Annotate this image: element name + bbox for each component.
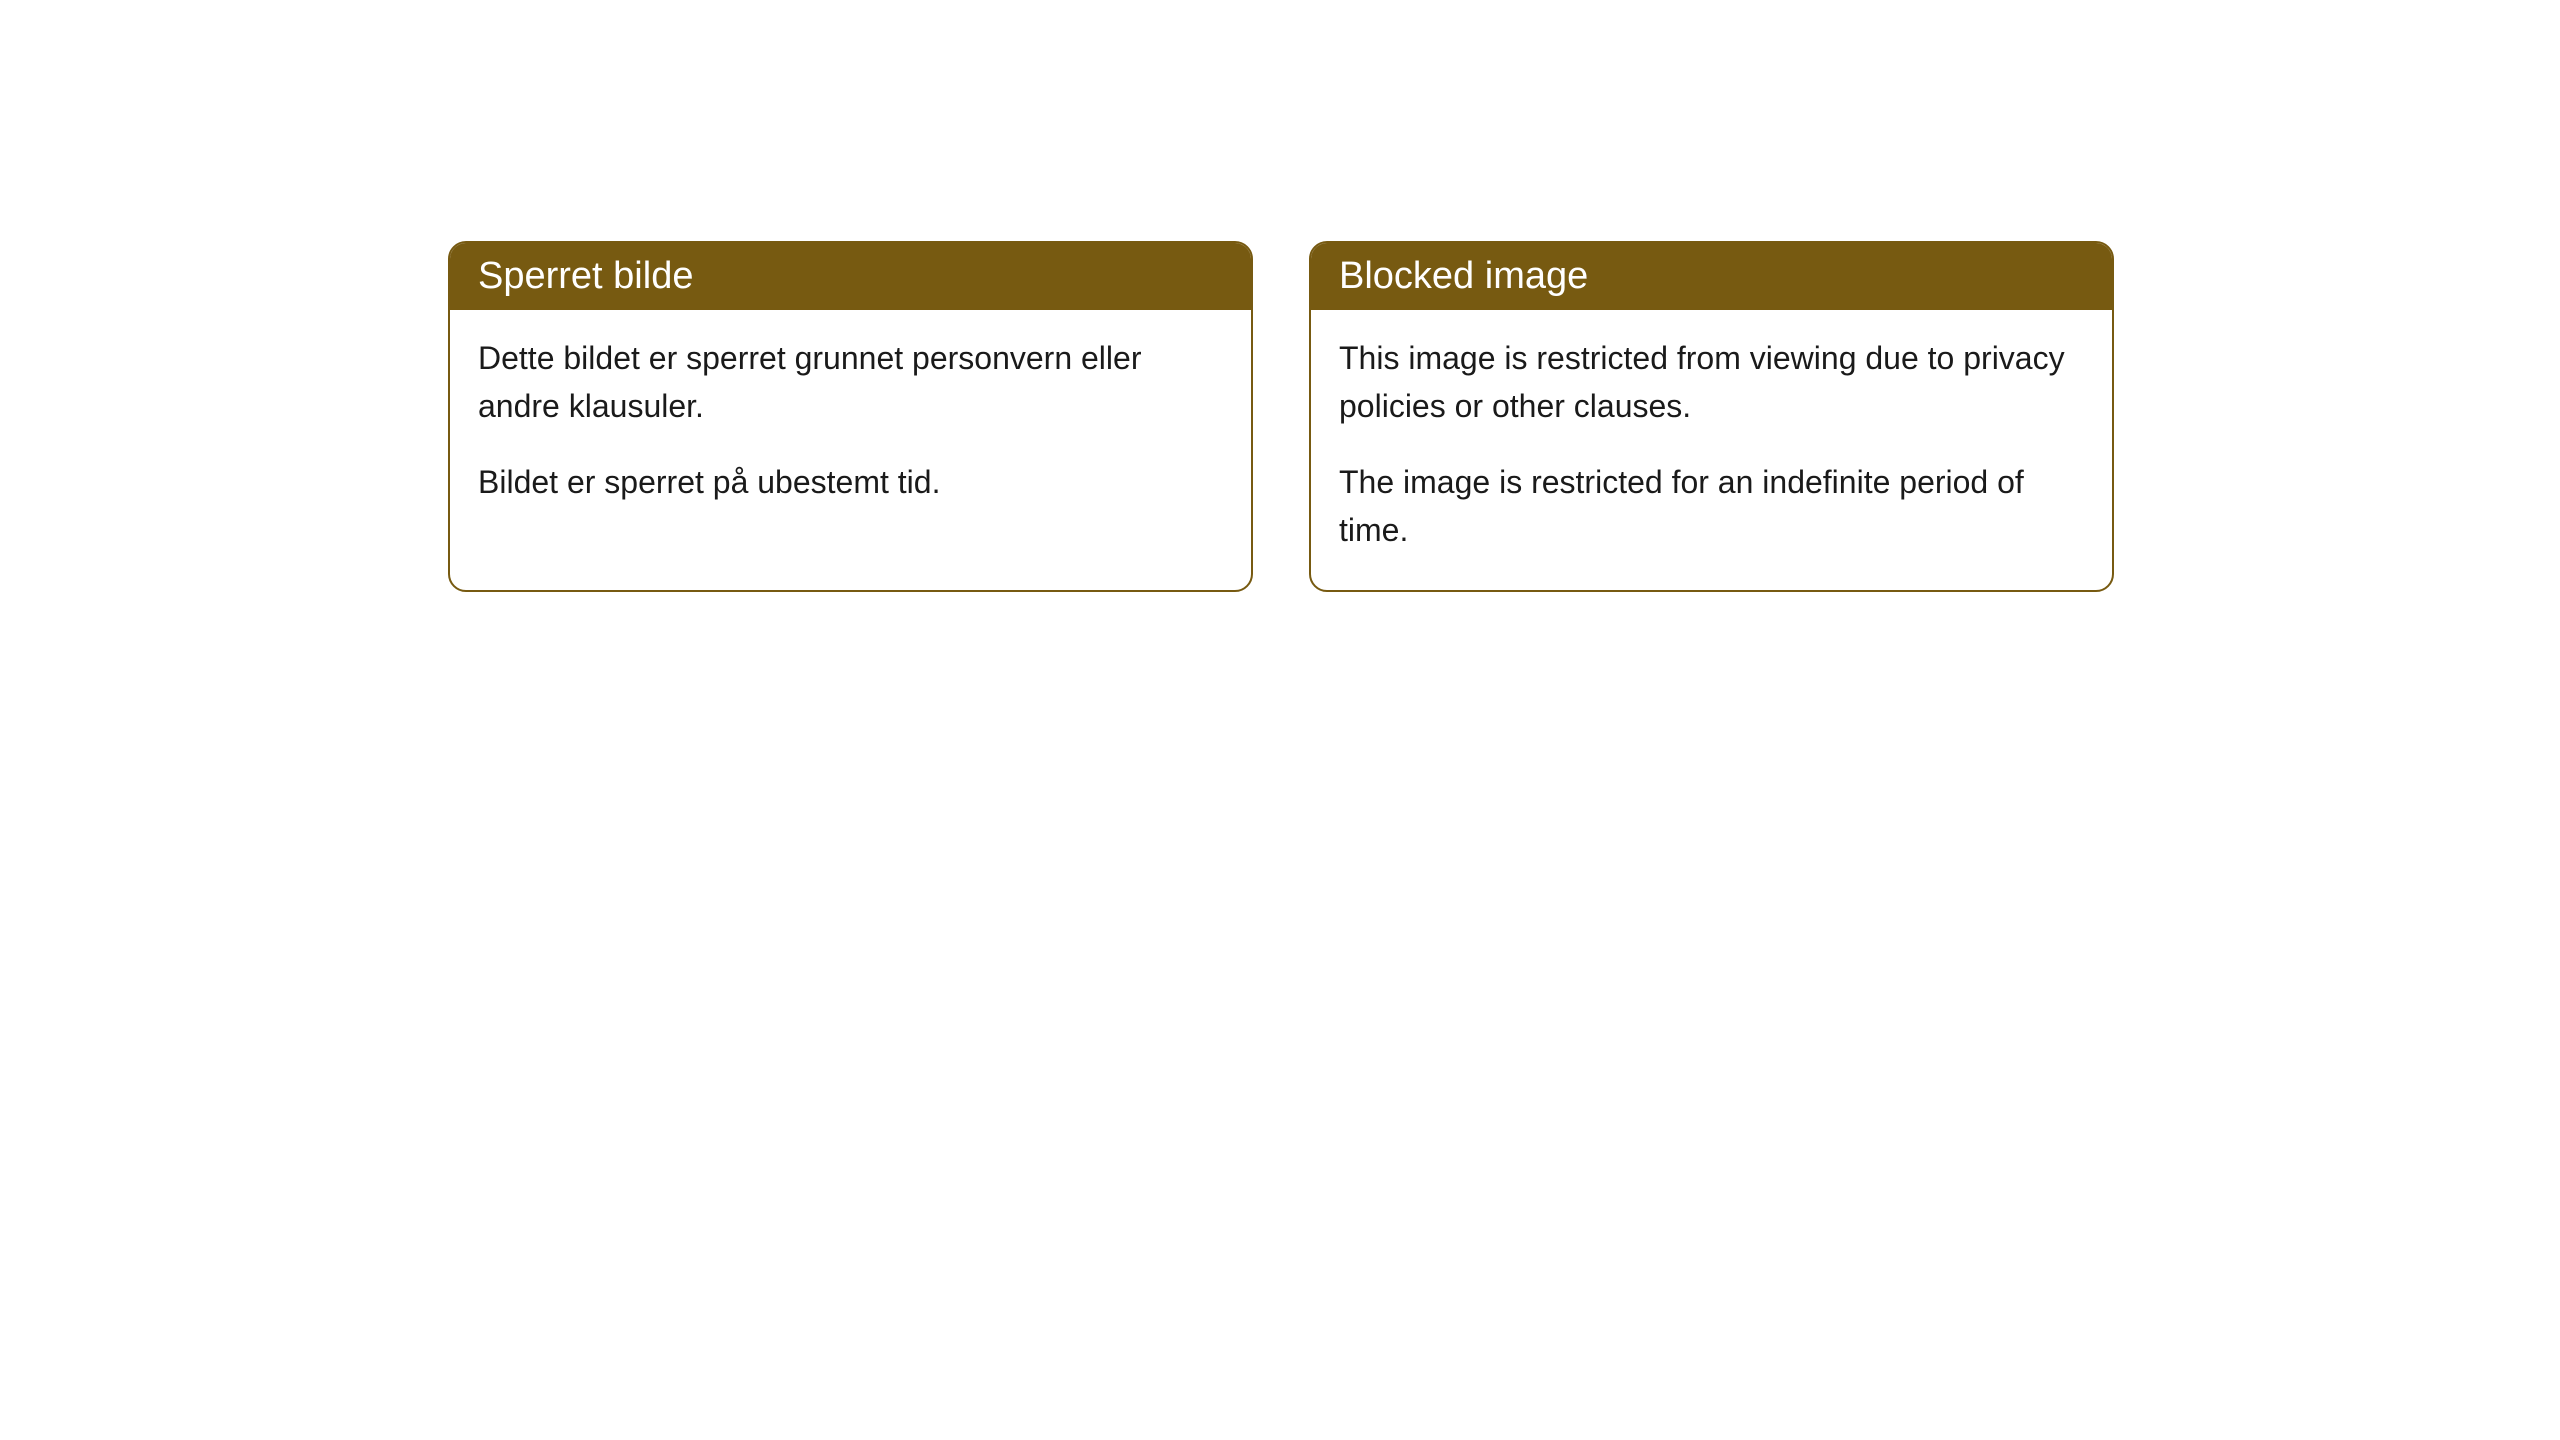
card-title-english: Blocked image <box>1339 255 1588 297</box>
card-text-english-1: This image is restricted from viewing du… <box>1339 334 2084 430</box>
card-text-norwegian-1: Dette bildet er sperret grunnet personve… <box>478 334 1223 430</box>
blocked-image-card-english: Blocked image This image is restricted f… <box>1309 241 2114 592</box>
card-body-english: This image is restricted from viewing du… <box>1311 310 2112 590</box>
card-header-english: Blocked image <box>1311 243 2112 310</box>
card-text-norwegian-2: Bildet er sperret på ubestemt tid. <box>478 458 1223 506</box>
card-title-norwegian: Sperret bilde <box>478 255 693 297</box>
card-header-norwegian: Sperret bilde <box>450 243 1251 310</box>
card-text-english-2: The image is restricted for an indefinit… <box>1339 458 2084 554</box>
card-body-norwegian: Dette bildet er sperret grunnet personve… <box>450 310 1251 542</box>
blocked-image-card-norwegian: Sperret bilde Dette bildet er sperret gr… <box>448 241 1253 592</box>
notification-cards-container: Sperret bilde Dette bildet er sperret gr… <box>448 241 2114 592</box>
